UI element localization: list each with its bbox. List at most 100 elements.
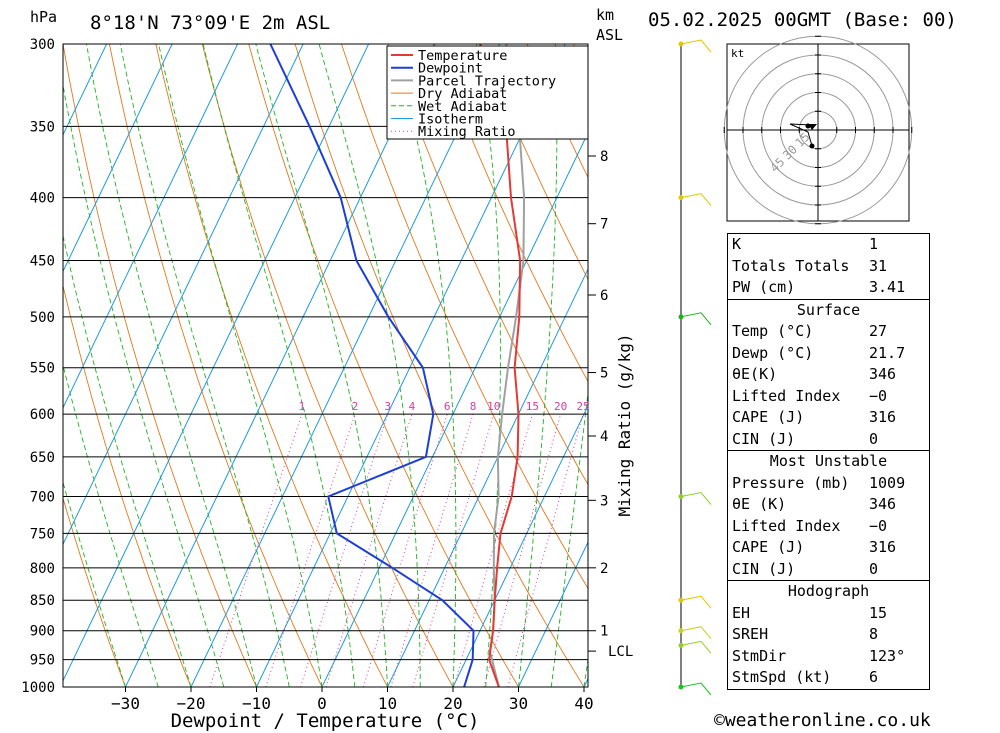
wet-adiabat-line — [393, 44, 457, 687]
dry-adiabat-line — [63, 496, 126, 687]
hodo-row: StmSpd (kt) 6 — [728, 667, 929, 689]
row-label: θE (K) — [732, 495, 787, 513]
wind-barb — [680, 491, 712, 505]
index-value: 3.41 — [869, 278, 906, 296]
x-tick-label: −30 — [111, 694, 140, 713]
surface-section: Surface Temp (°C) 27 Dewp (°C) 21.7 θE(K) 3… — [728, 298, 929, 451]
credit-label: ©weatheronline.co.uk — [714, 710, 931, 731]
datetime-title: 05.02.2025 00GMT (Base: 00) — [648, 9, 957, 31]
plot-frame — [62, 43, 589, 688]
pressure-tick-label: 700 — [30, 490, 55, 506]
wet-adiabat-line — [518, 44, 558, 687]
row-value: 0 — [869, 559, 879, 578]
wet-adiabat-line — [63, 82, 225, 687]
hodo-row: StmDir 123° — [728, 646, 929, 668]
pressure-tick-label: 1000 — [21, 680, 55, 696]
x-tick-label: 0 — [317, 694, 327, 713]
pressure-tick-label: 750 — [30, 526, 55, 542]
hodograph-point — [809, 143, 815, 149]
mu-row: θE (K) 346 — [728, 494, 929, 516]
isotherm-line — [63, 44, 304, 546]
pressure-tick-label: 900 — [30, 624, 55, 640]
row-value: −0 — [869, 386, 888, 405]
wind-barb — [680, 193, 712, 206]
dry-adiabat-line — [933, 26, 1000, 687]
row-value: 21.7 — [869, 343, 906, 362]
index-row-totals: Totals Totals 31 — [728, 256, 929, 278]
height-tick-label: 6 — [600, 288, 608, 304]
x-tick-label: −20 — [177, 694, 206, 713]
dewpoint-line — [269, 44, 475, 687]
mixing-ratio-line — [507, 414, 584, 687]
section-title: Most Unstable — [769, 452, 888, 470]
dry-adiabat-line — [387, 44, 588, 486]
mu-row: Lifted Index −0 — [728, 516, 929, 538]
pressure-tick-label: 600 — [30, 407, 55, 423]
height-tick-label: 5 — [600, 366, 608, 382]
wet-adiabat-line — [318, 44, 421, 687]
row-label: CAPE (J) — [732, 408, 805, 426]
index-label: Totals Totals — [732, 256, 850, 275]
surface-row: Temp (°C) 27 — [728, 321, 929, 343]
mixing-ratio-line — [390, 414, 474, 687]
legend-label: Parcel Trajectory — [418, 73, 556, 89]
mixing-ratio-axis-label: Mixing Ratio (g/kg) — [615, 333, 634, 516]
wet-adiabat-line — [119, 44, 290, 687]
legend-label: Wet Adiabat — [418, 99, 507, 115]
wet-adiabat-line — [255, 44, 388, 687]
pressure-tick-label: 450 — [30, 254, 55, 270]
row-value: 8 — [869, 625, 879, 643]
dry-adiabat-line — [979, 26, 1000, 687]
height-tick-label: 4 — [600, 429, 608, 445]
mixing-ratio-label: 2 — [352, 400, 359, 413]
isotherm-line — [518, 541, 588, 687]
pressure-tick-label: 950 — [30, 653, 55, 669]
dry-adiabat-line — [63, 283, 192, 687]
storm-motion-marker — [808, 124, 817, 130]
temperature-line — [479, 44, 522, 687]
wind-barb — [680, 626, 712, 640]
isotherm-line — [63, 44, 239, 409]
pressure-unit-label: hPa — [30, 8, 57, 26]
hodograph-trace — [789, 123, 813, 147]
legend-label: Mixing Ratio — [418, 124, 516, 140]
isobar-layer — [63, 43, 588, 688]
hodograph-unit: kt — [731, 47, 744, 60]
wind-barb — [680, 682, 712, 696]
pressure-tick-label: 300 — [30, 37, 55, 53]
mixing-ratio-label: 10 — [487, 400, 500, 413]
row-value: −0 — [869, 516, 888, 535]
pressure-tick-label: 550 — [30, 361, 55, 377]
row-value: 0 — [869, 429, 879, 448]
lcl-label: LCL — [608, 644, 633, 660]
mixing-ratio-label: 4 — [409, 400, 416, 413]
mixing-ratio-label: 20 — [554, 400, 567, 413]
section-title: Hodograph — [787, 582, 870, 600]
dry-adiabat-line — [155, 44, 388, 687]
row-label: Lifted Index — [732, 386, 841, 405]
wet-adiabat-line — [63, 363, 159, 687]
row-label: CIN (J) — [732, 559, 796, 578]
isotherm-line — [387, 268, 588, 687]
mixing-ratio-label: 3 — [384, 400, 391, 413]
hodo-row: EH 15 — [728, 603, 929, 625]
row-value: 1009 — [869, 473, 906, 492]
isotherm-line — [63, 44, 370, 682]
row-label: StmSpd (kt) — [732, 668, 832, 686]
index-row-pw: PW (cm) 3.41 — [728, 277, 929, 299]
surface-row: θE(K) 346 — [728, 364, 929, 386]
legend-label: Isotherm — [418, 112, 483, 128]
legend-box — [386, 45, 589, 140]
row-value: 27 — [869, 322, 888, 340]
dry-adiabat-line — [480, 44, 588, 281]
mixing-ratio-layer — [209, 414, 584, 687]
row-label: CAPE (J) — [732, 538, 805, 556]
wet-adiabat-line — [202, 44, 356, 687]
height-unit-top: km — [596, 6, 614, 24]
row-value: 15 — [869, 603, 888, 622]
pressure-tick-label: 800 — [30, 561, 55, 577]
